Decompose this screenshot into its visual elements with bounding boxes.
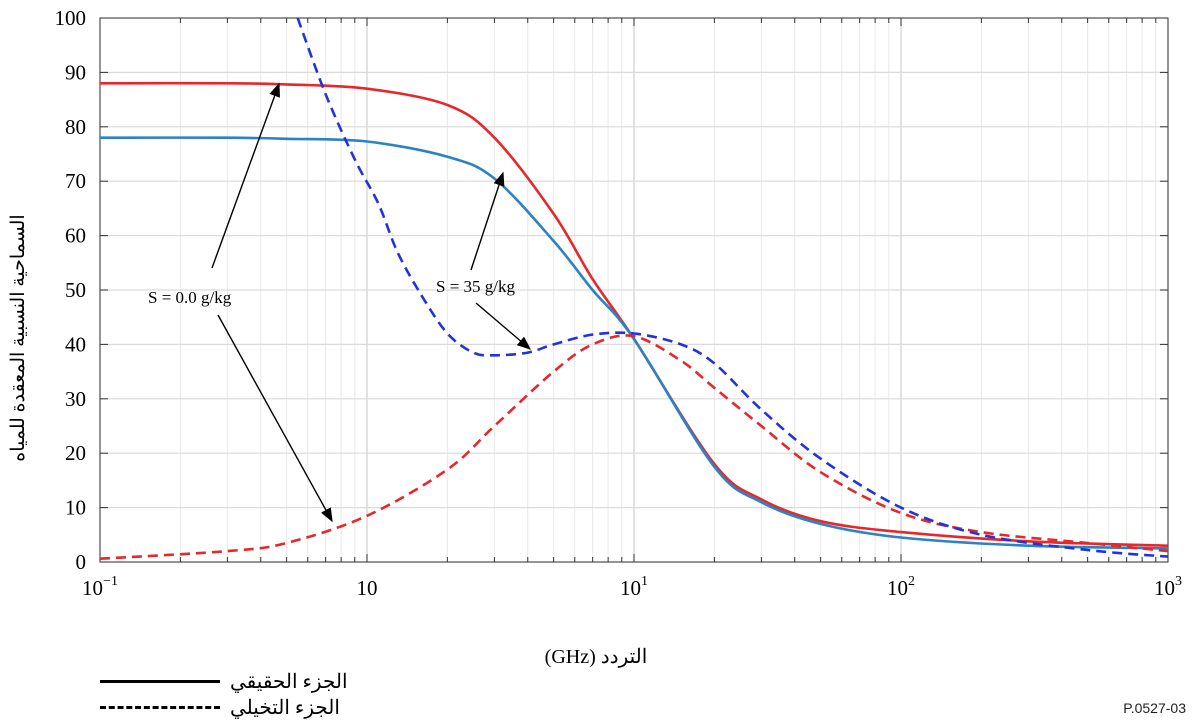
y-axis-label: السماحية النسبية المعقدة للمياه (8, 214, 29, 462)
legend-label-imag: الجزء التخيلي (230, 696, 340, 719)
y-tick-label: 100 (55, 6, 87, 30)
y-tick-label: 20 (65, 441, 86, 465)
grid (99, 17, 1169, 563)
annotation-s35: S = 35 g/kg (436, 277, 516, 296)
y-tick-label: 50 (65, 278, 86, 302)
legend-swatch-dashed (100, 705, 220, 709)
figure-reference: P.0527-03 (1123, 700, 1186, 716)
x-tick-label: 103 (1154, 574, 1182, 600)
legend-label-real: الجزء الحقيقي (230, 670, 348, 693)
annotations: S = 0.0 g/kg S = 35 g/kg (148, 82, 532, 523)
y-tick-label: 40 (65, 332, 86, 356)
axes (99, 17, 1169, 563)
x-axis-label: التردد (GHz) (544, 646, 648, 668)
legend-swatch-solid (100, 679, 220, 683)
annotation-arrow (470, 171, 505, 271)
series-line-3 (296, 17, 1169, 558)
y-tick-label: 80 (65, 115, 86, 139)
y-tick-label: 60 (65, 224, 86, 248)
legend-item-real: الجزء الحقيقي (100, 668, 348, 694)
y-tick-label: 30 (65, 387, 86, 411)
tick-labels: 0 10 20 30 40 50 60 70 80 90 100 10−1 10 101 102 103 (55, 6, 1183, 600)
series-group (99, 17, 1169, 560)
series-line-0 (99, 81, 1169, 547)
series-line-1 (99, 136, 1169, 550)
annotation-arrow (475, 302, 532, 350)
y-tick-label: 0 (76, 550, 87, 574)
y-tick-label: 10 (65, 496, 86, 520)
y-tick-label: 90 (65, 60, 86, 84)
y-tick-label: 70 (65, 169, 86, 193)
annotation-arrow (211, 82, 280, 269)
annotation-arrow (217, 314, 333, 523)
x-tick-label: 10 (357, 576, 378, 600)
x-tick-label: 102 (887, 574, 915, 600)
x-tick-label: 10−1 (82, 574, 118, 600)
x-tick-label: 101 (620, 574, 648, 600)
annotation-s0: S = 0.0 g/kg (148, 288, 232, 307)
legend-item-imag: الجزء التخيلي (100, 694, 340, 720)
